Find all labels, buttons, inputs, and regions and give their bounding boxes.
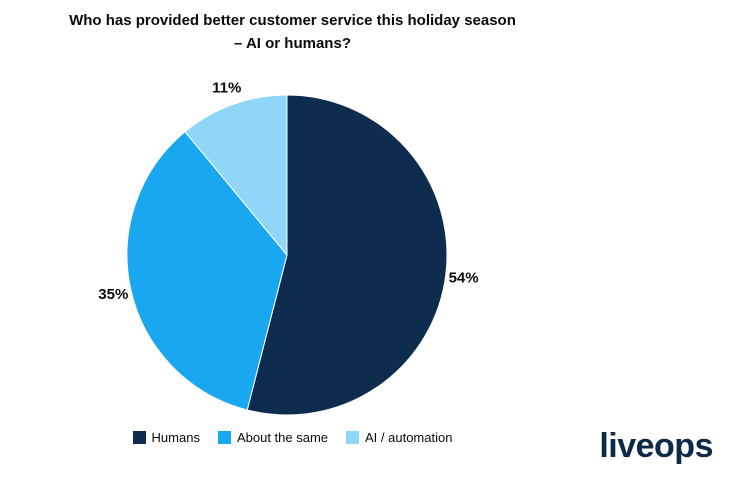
legend-swatch [132, 431, 146, 444]
legend-item: Humans [132, 430, 200, 445]
legend-swatch [346, 431, 360, 444]
chart-title: Who has provided better customer service… [0, 10, 585, 55]
pie-slice-value-label: 35% [98, 286, 128, 303]
legend: Humans About the same AI / automation [0, 430, 585, 445]
legend-label: AI / automation [365, 430, 453, 445]
legend-swatch [217, 431, 231, 444]
legend-label: Humans [151, 430, 200, 445]
legend-item: About the same [217, 430, 329, 445]
chart-title-line2: – AI or humans? [234, 34, 351, 52]
pie-chart: 54% 35% 11% [98, 80, 479, 416]
legend-item: AI / automation [346, 430, 452, 445]
pie-slice-ai-automation [184, 94, 288, 257]
chart-title-line1: Who has provided better customer service… [69, 12, 516, 29]
pie-slice-value-label: 11% [212, 80, 241, 97]
pie-slice-value-label: 54% [449, 269, 479, 286]
pie-slice-about-the-same [126, 131, 288, 411]
liveops-logo: liveops [599, 427, 713, 465]
legend-label: About the same [236, 430, 329, 445]
pie-slice-humans [246, 94, 448, 416]
